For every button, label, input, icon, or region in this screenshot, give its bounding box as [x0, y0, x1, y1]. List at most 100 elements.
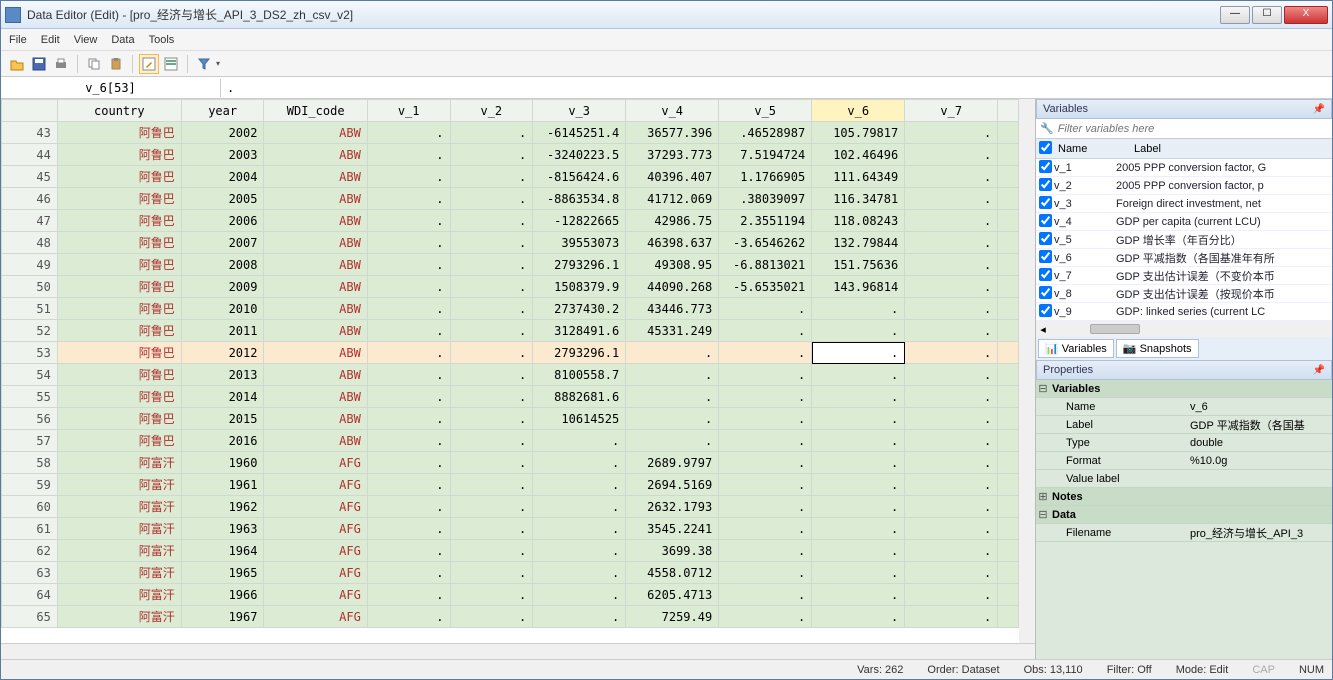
cell[interactable]: 8100558.7	[533, 364, 626, 386]
filter-icon[interactable]	[194, 54, 214, 74]
cell[interactable]: -12822665	[533, 210, 626, 232]
row-number[interactable]: 55	[2, 386, 58, 408]
row-number[interactable]: 45	[2, 166, 58, 188]
cell[interactable]: .	[450, 386, 533, 408]
row-number[interactable]: 43	[2, 122, 58, 144]
cell[interactable]: AFG	[264, 606, 367, 628]
cell[interactable]: .	[719, 606, 812, 628]
cell[interactable]: .	[367, 254, 450, 276]
cell[interactable]: 45331.249	[626, 320, 719, 342]
row-number[interactable]: 63	[2, 562, 58, 584]
cell[interactable]: .	[719, 562, 812, 584]
cell[interactable]: 2.3551194	[719, 210, 812, 232]
cell[interactable]: 阿富汗	[57, 584, 181, 606]
cell[interactable]: 1963	[181, 518, 264, 540]
cell[interactable]: 阿鲁巴	[57, 188, 181, 210]
row-number[interactable]: 59	[2, 474, 58, 496]
cell[interactable]: .	[905, 496, 998, 518]
cell[interactable]: .	[367, 496, 450, 518]
cell[interactable]: .	[367, 364, 450, 386]
tab-variables[interactable]: 📊 Variables	[1038, 339, 1114, 358]
col-header-v_1[interactable]: v_1	[367, 100, 450, 122]
menu-data[interactable]: Data	[111, 34, 134, 46]
cell[interactable]: 37293.773	[626, 144, 719, 166]
var-header-name[interactable]: Name	[1054, 143, 1134, 155]
cell[interactable]: .	[905, 298, 998, 320]
cell[interactable]: .	[533, 540, 626, 562]
cell[interactable]: 105.79817	[812, 122, 905, 144]
cell[interactable]: .	[905, 342, 998, 364]
cell[interactable]: 3699.38	[626, 540, 719, 562]
cell[interactable]: 1965	[181, 562, 264, 584]
cell[interactable]: .	[626, 408, 719, 430]
cell[interactable]: ABW	[264, 210, 367, 232]
cell[interactable]: 2793296.1	[533, 342, 626, 364]
cell[interactable]: 阿鲁巴	[57, 276, 181, 298]
cell[interactable]: .	[450, 606, 533, 628]
cell[interactable]: .	[812, 408, 905, 430]
cell[interactable]: 1964	[181, 540, 264, 562]
cell[interactable]: .	[367, 298, 450, 320]
close-button[interactable]: X	[1284, 6, 1328, 24]
cell[interactable]: 1960	[181, 452, 264, 474]
var-checkbox[interactable]	[1039, 304, 1052, 317]
cell[interactable]: .	[905, 474, 998, 496]
cell[interactable]: .	[367, 606, 450, 628]
cell[interactable]: 49308.95	[626, 254, 719, 276]
cell[interactable]: .	[719, 386, 812, 408]
cell[interactable]: 阿鲁巴	[57, 210, 181, 232]
cell[interactable]: .	[719, 298, 812, 320]
cell[interactable]: 2003	[181, 144, 264, 166]
variables-filter-input[interactable]	[1058, 123, 1328, 135]
cell[interactable]: 39553073	[533, 232, 626, 254]
pin-icon-2[interactable]: 📌	[1313, 365, 1325, 376]
cell[interactable]: .	[905, 430, 998, 452]
cell[interactable]: .	[719, 320, 812, 342]
cell[interactable]: .	[905, 210, 998, 232]
variable-row[interactable]: v_5GDP 增长率（年百分比）	[1036, 231, 1332, 249]
cell[interactable]: 2793296.1	[533, 254, 626, 276]
cell[interactable]: .	[905, 606, 998, 628]
variable-row[interactable]: v_7GDP 支出估计误差（不变价本币	[1036, 267, 1332, 285]
cell[interactable]: 3128491.6	[533, 320, 626, 342]
row-number[interactable]: 46	[2, 188, 58, 210]
cell[interactable]: -3.6546262	[719, 232, 812, 254]
cell[interactable]: 1.1766905	[719, 166, 812, 188]
cell[interactable]: .	[367, 386, 450, 408]
cell[interactable]: -8863534.8	[533, 188, 626, 210]
cell[interactable]: 4558.0712	[626, 562, 719, 584]
cell[interactable]: 46398.637	[626, 232, 719, 254]
cell[interactable]: .	[626, 364, 719, 386]
vertical-scrollbar[interactable]	[1019, 99, 1035, 643]
cell[interactable]: .38039097	[719, 188, 812, 210]
cell[interactable]: .	[367, 540, 450, 562]
dropdown-icon[interactable]: ▾	[216, 59, 220, 68]
titlebar[interactable]: Data Editor (Edit) - [pro_经济与增长_API_3_DS…	[1, 1, 1332, 29]
cell[interactable]: .	[367, 122, 450, 144]
cell[interactable]: .	[905, 452, 998, 474]
cell[interactable]: -8156424.6	[533, 166, 626, 188]
cell[interactable]: 132.79844	[812, 232, 905, 254]
cell[interactable]: .	[812, 342, 905, 364]
cell[interactable]: .	[367, 188, 450, 210]
cell[interactable]: 7259.49	[626, 606, 719, 628]
cell[interactable]: 41712.069	[626, 188, 719, 210]
variable-row[interactable]: v_12005 PPP conversion factor, G	[1036, 159, 1332, 177]
cell[interactable]: ABW	[264, 430, 367, 452]
cell[interactable]: .	[719, 540, 812, 562]
cell[interactable]: .	[450, 254, 533, 276]
cell[interactable]: .	[533, 496, 626, 518]
variable-row[interactable]: v_3Foreign direct investment, net	[1036, 195, 1332, 213]
cell[interactable]: .	[367, 584, 450, 606]
copy-icon[interactable]	[84, 54, 104, 74]
var-checkbox[interactable]	[1039, 232, 1052, 245]
cell[interactable]: .	[533, 452, 626, 474]
col-header-country[interactable]: country	[57, 100, 181, 122]
cell[interactable]: 111.64349	[812, 166, 905, 188]
var-checkbox[interactable]	[1039, 268, 1052, 281]
row-number[interactable]: 56	[2, 408, 58, 430]
col-header-v_3[interactable]: v_3	[533, 100, 626, 122]
var-checkbox[interactable]	[1039, 250, 1052, 263]
cell[interactable]: .	[450, 122, 533, 144]
cell[interactable]: .	[812, 386, 905, 408]
